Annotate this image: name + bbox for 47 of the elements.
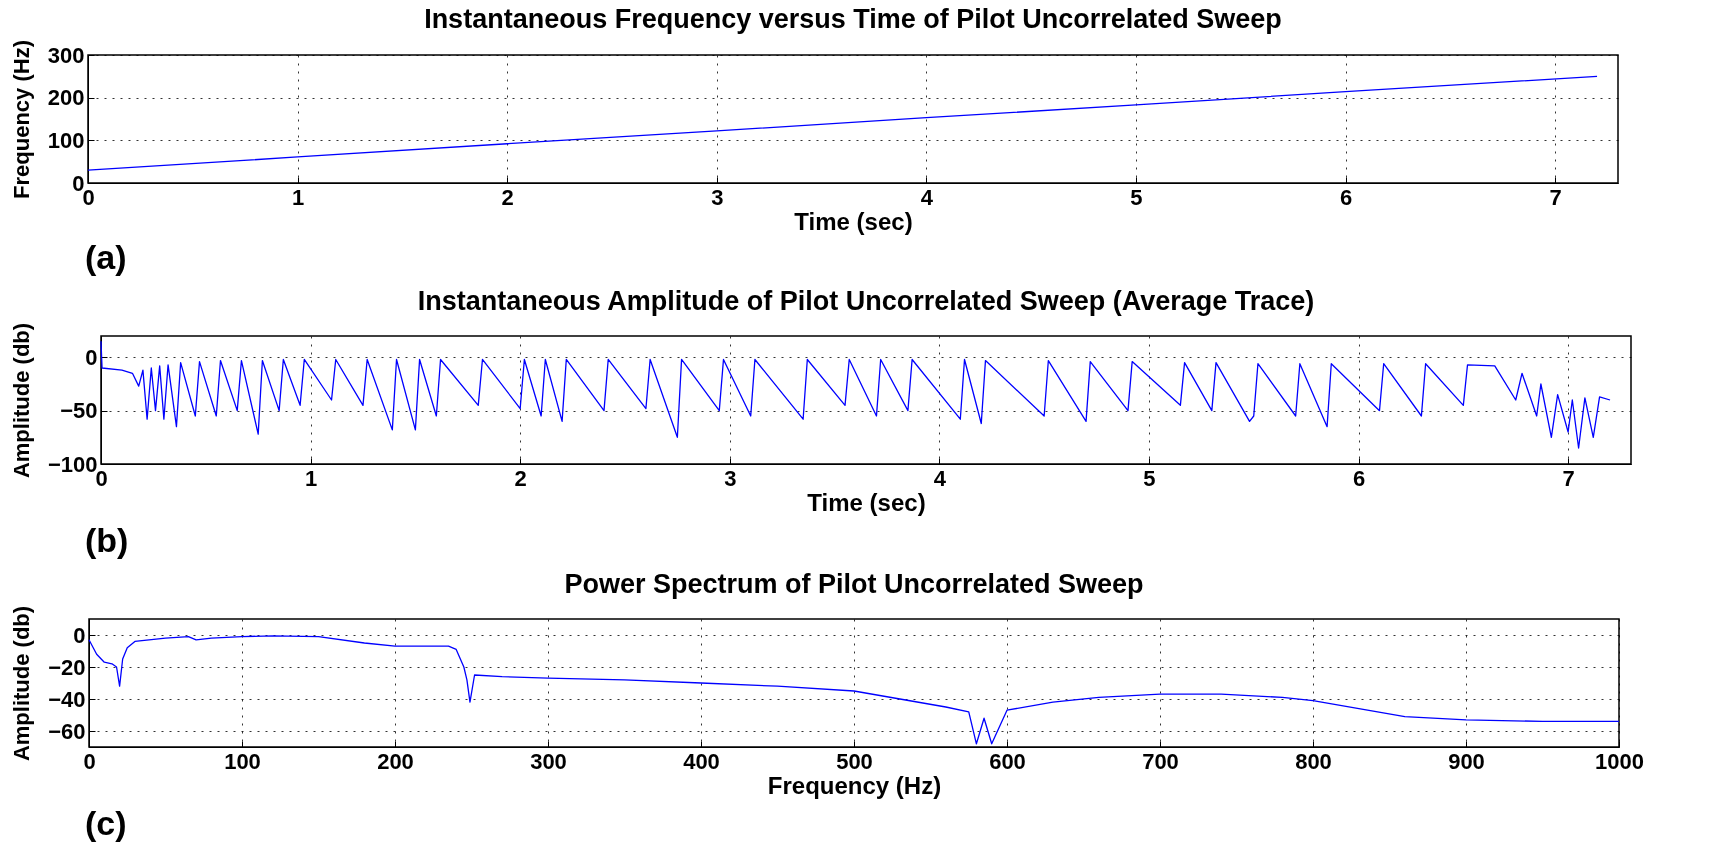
x-tick-label: 6	[1352, 465, 1366, 491]
x-tick-label: 3	[711, 184, 724, 210]
line-series	[100, 340, 1611, 449]
y-tick-label: −20	[48, 654, 86, 680]
x-tick-label: 5	[1130, 184, 1143, 210]
chart-title: Instantaneous Amplitude of Pilot Uncorrelated Sweep (Average Trace)	[417, 286, 1315, 317]
x-tick-label: 2	[501, 184, 514, 210]
x-tick-label: 300	[530, 748, 567, 774]
y-tick-label: 300	[47, 42, 85, 68]
text: (a)	[85, 238, 127, 277]
x-tick-label: 7	[1562, 465, 1575, 491]
x-tick-label: 1	[291, 184, 305, 210]
x-tick-label: 3	[724, 465, 737, 491]
y-tick-label: 100	[47, 127, 85, 153]
x-axis-title: Time (sec)	[794, 207, 913, 235]
x-tick-label: 5	[1143, 465, 1156, 491]
y-tick-label: −50	[60, 398, 98, 424]
text: (c)	[85, 804, 127, 843]
x-tick-label: 400	[683, 748, 720, 774]
x-tick-label: 4	[920, 184, 934, 210]
x-tick-label: 4	[933, 465, 947, 491]
line-series	[87, 75, 1598, 171]
y-tick-label: −60	[48, 718, 86, 744]
y-tick-label: −40	[48, 686, 86, 712]
x-tick-label: 500	[836, 748, 873, 774]
y-tick-label: 0	[73, 622, 86, 648]
y-axis-title: Amplitude (db)	[9, 605, 35, 762]
text: (b)	[85, 521, 129, 560]
x-tick-label: 1	[304, 465, 318, 491]
x-tick-label: 6	[1339, 184, 1353, 210]
y-axis-title: Amplitude (db)	[8, 322, 34, 479]
x-axis-title: Time (sec)	[807, 488, 926, 516]
chart-title: Power Spectrum of Pilot Uncorrelated Sweep	[564, 569, 1144, 600]
x-tick-label: 1000	[1595, 748, 1644, 774]
y-tick-label: 0	[85, 344, 98, 370]
x-tick-label: 200	[377, 748, 414, 774]
x-tick-label: 7	[1549, 184, 1562, 210]
x-tick-label: 100	[224, 748, 261, 774]
y-axis-title: Frequency (Hz)	[8, 40, 34, 199]
chart-title: Instantaneous Frequency versus Time of Pilot Uncorrelated Sweep	[424, 3, 1282, 34]
x-tick-label: 2	[514, 465, 527, 491]
x-tick-label: 700	[1142, 748, 1179, 774]
x-tick-label: 900	[1448, 748, 1485, 774]
y-tick-label: 200	[47, 85, 85, 111]
x-tick-label: 800	[1295, 748, 1332, 774]
x-tick-label: 600	[989, 748, 1026, 774]
x-axis-title: Frequency (Hz)	[767, 771, 942, 799]
